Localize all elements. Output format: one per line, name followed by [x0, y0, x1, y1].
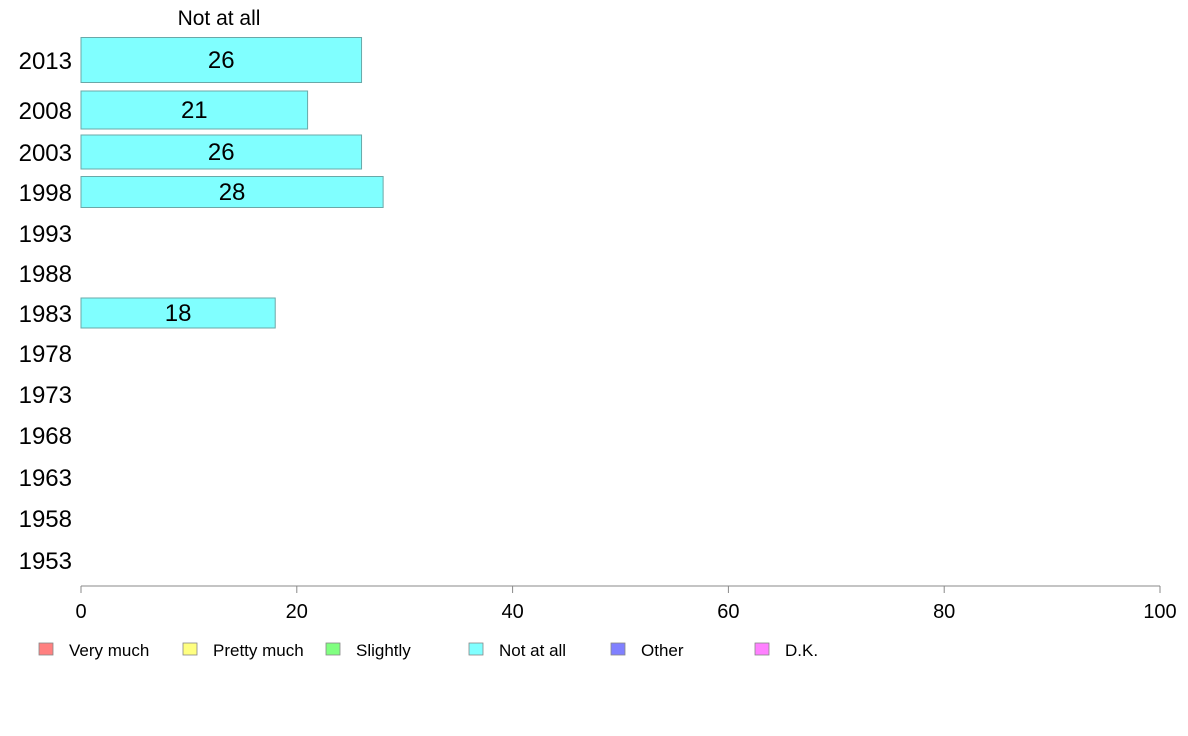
legend-label-other: Other: [641, 641, 684, 660]
bar-2013: [80, 37, 363, 83]
category-label-2003: 2003: [19, 140, 72, 167]
chart-title: Not at all: [178, 7, 261, 30]
bar-value-label-2013: 26: [208, 47, 235, 74]
bar-value-label-1998: 28: [219, 179, 246, 206]
legend: Very much Pretty much Slightly Not at all Ot…: [38, 641, 818, 660]
category-label-1958: 1958: [19, 506, 72, 533]
category-label-1978: 1978: [19, 341, 72, 368]
x-tick-label-100: 100: [1143, 601, 1176, 623]
bar-value-label-1983: 18: [165, 300, 192, 327]
category-label-1988: 1988: [19, 261, 72, 288]
x-tick-label-20: 20: [286, 601, 308, 623]
legend-swatch-slightly: [325, 642, 341, 656]
category-labels: 2013 2008 2003 1998 1993 1988 1983 1978 1973 1968…: [19, 48, 72, 575]
bar-value-label-2008: 21: [181, 97, 208, 124]
x-tick-label-40: 40: [501, 601, 523, 623]
legend-label-slightly: Slightly: [356, 641, 411, 660]
category-label-1953: 1953: [19, 548, 72, 575]
category-label-1963: 1963: [19, 465, 72, 492]
category-label-2008: 2008: [19, 98, 72, 125]
legend-label-very-much: Very much: [69, 641, 149, 660]
legend-swatch-d-k: [754, 642, 770, 656]
bar-2008: [80, 90, 309, 130]
bar-1998: [80, 176, 384, 208]
x-axis: 0 20 40 60 80 100: [75, 585, 1177, 623]
legend-label-d-k: D.K.: [785, 641, 818, 660]
category-label-1968: 1968: [19, 423, 72, 450]
category-label-1993: 1993: [19, 221, 72, 248]
category-label-1998: 1998: [19, 180, 72, 207]
category-label-2013: 2013: [19, 48, 72, 75]
category-label-1973: 1973: [19, 382, 72, 409]
bar-value-label-2003: 26: [208, 139, 235, 166]
legend-swatch-not-at-all: [468, 642, 484, 656]
category-label-1983: 1983: [19, 301, 72, 328]
bar-1983: [80, 297, 276, 329]
x-tick-label-80: 80: [933, 601, 955, 623]
legend-label-pretty-much: Pretty much: [213, 641, 304, 660]
x-tick-label-60: 60: [717, 601, 739, 623]
bar-2003: [80, 134, 363, 170]
legend-swatch-very-much: [38, 642, 54, 656]
x-tick-label-0: 0: [75, 601, 86, 623]
legend-swatch-other: [610, 642, 626, 656]
legend-label-not-at-all: Not at all: [499, 641, 566, 660]
legend-swatch-pretty-much: [182, 642, 198, 656]
